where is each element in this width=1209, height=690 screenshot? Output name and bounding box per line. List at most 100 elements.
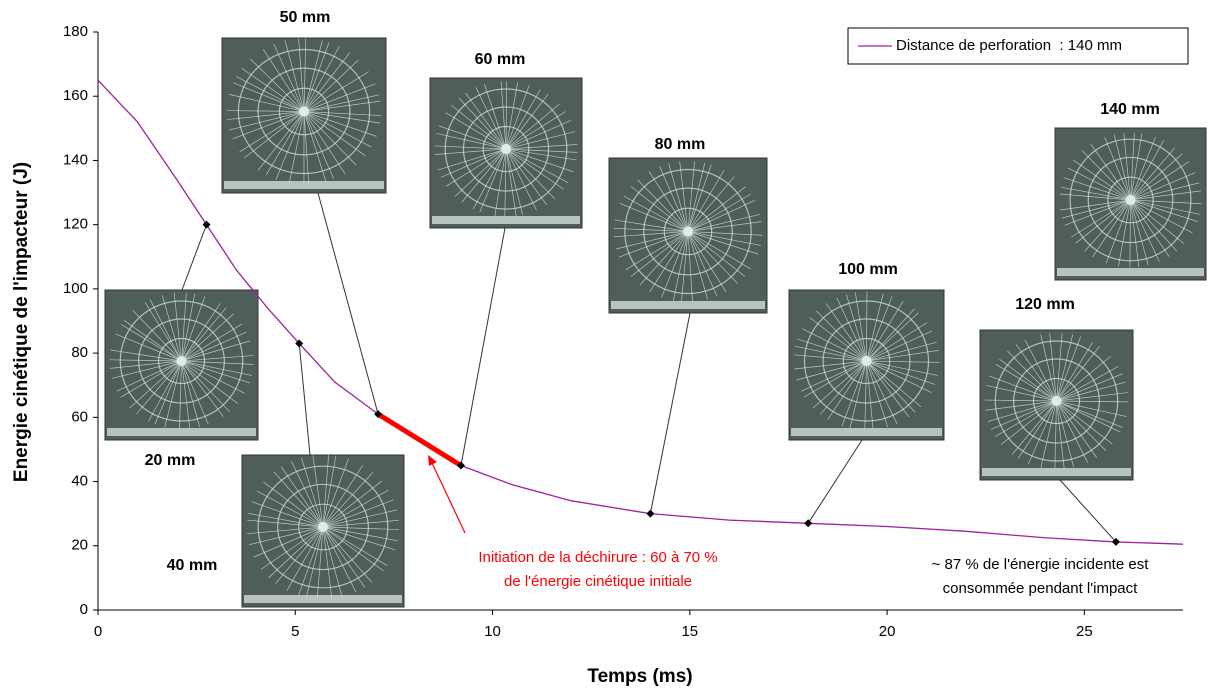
- photo-base: [791, 428, 942, 436]
- photo-base: [611, 301, 765, 309]
- photo: [221, 37, 387, 194]
- x-tick-label: 5: [291, 623, 299, 640]
- connector: [298, 343, 311, 456]
- photo-ring: [1107, 176, 1154, 224]
- marker: [456, 461, 465, 470]
- photo-cracks: [984, 332, 1129, 470]
- photo: [104, 289, 259, 441]
- photo-cracks: [226, 38, 381, 185]
- y-tick-label: 140: [63, 151, 88, 168]
- photo-ring: [1087, 156, 1174, 244]
- photo-label: 20 mm: [145, 452, 196, 469]
- photo-cracks: [613, 161, 763, 302]
- marker: [804, 519, 813, 528]
- y-tick-label: 80: [71, 344, 88, 361]
- photo-center: [176, 356, 187, 366]
- y-tick-label: 180: [63, 23, 88, 40]
- photo: [788, 289, 945, 441]
- annotation: ~ 87 % de l'énergie incidente est: [932, 556, 1150, 573]
- photo-cracks: [793, 291, 940, 431]
- photo-ring: [803, 300, 930, 422]
- photo-ring: [624, 168, 752, 295]
- photo-ring: [119, 300, 244, 422]
- y-axis-label: Energie cinétique de l'impacteur (J): [11, 162, 32, 482]
- legend-label: Distance de perforation : 140 mm: [896, 37, 1122, 54]
- connector: [317, 192, 379, 415]
- y-tick-label: 20: [71, 537, 88, 554]
- highlight-segment: [376, 411, 463, 468]
- photo: [1054, 127, 1207, 281]
- connector: [807, 439, 863, 524]
- photo-base: [432, 216, 580, 224]
- photo-label: 60 mm: [475, 51, 526, 68]
- marker: [646, 509, 655, 518]
- photo-center: [299, 106, 309, 117]
- photo-ring: [257, 465, 389, 589]
- photo-label: 80 mm: [655, 136, 706, 153]
- marker: [202, 220, 211, 229]
- photo-base: [1057, 268, 1204, 276]
- marker: [374, 410, 383, 419]
- photo-ring: [482, 125, 530, 173]
- photo-base: [982, 468, 1131, 476]
- x-axis-label: Temps (ms): [587, 666, 692, 687]
- photo-ring: [643, 187, 733, 276]
- photo: [429, 77, 583, 229]
- marker: [1111, 537, 1120, 546]
- photo-ring: [237, 48, 371, 175]
- connector: [460, 227, 506, 466]
- annotation-arrow: [431, 462, 466, 534]
- photo-ring: [462, 106, 550, 192]
- x-tick-label: 10: [484, 623, 501, 640]
- photo-label: 100 mm: [838, 261, 898, 278]
- legend-box: [847, 27, 1189, 65]
- y-tick-label: 0: [80, 601, 88, 618]
- photo-ring: [994, 340, 1119, 462]
- photo-ring: [138, 318, 225, 404]
- photo-ring: [822, 318, 911, 404]
- annotation: consommée pendant l'impact: [943, 580, 1138, 597]
- y-tick-label: 60: [71, 408, 88, 425]
- photo-label: 140 mm: [1100, 101, 1160, 118]
- photo-center: [861, 356, 872, 366]
- photo-ring: [1069, 138, 1192, 262]
- photo-base: [244, 595, 402, 603]
- photo-ring: [842, 337, 891, 385]
- photo: [241, 454, 405, 608]
- photo-ring: [1032, 377, 1081, 425]
- photo-ring: [278, 87, 330, 136]
- annotation-arrowhead: [428, 455, 437, 466]
- photo-ring: [298, 503, 348, 551]
- photo-cracks: [434, 81, 578, 217]
- photo-center: [501, 144, 511, 154]
- photo-center: [318, 522, 328, 532]
- photo-base: [224, 181, 384, 189]
- x-tick-label: 25: [1076, 623, 1093, 640]
- y-tick-label: 160: [63, 87, 88, 104]
- photo-base: [107, 428, 256, 436]
- y-tick-label: 40: [71, 473, 88, 490]
- y-tick-label: 120: [63, 216, 88, 233]
- x-tick-label: 0: [94, 623, 102, 640]
- photo-cracks: [1059, 132, 1202, 268]
- connector: [181, 224, 207, 291]
- photo-center: [683, 226, 693, 237]
- photo-cracks: [247, 454, 400, 600]
- photo-ring: [257, 67, 351, 156]
- annotation-red: Initiation de la déchirure : 60 à 70 %: [478, 549, 717, 566]
- photo-cracks: [109, 292, 254, 430]
- photo-ring: [1013, 358, 1100, 444]
- x-tick-label: 15: [681, 623, 698, 640]
- marker: [295, 339, 304, 348]
- annotation-red: de l'énergie cinétique initiale: [504, 573, 692, 590]
- connector: [649, 312, 691, 514]
- photo: [608, 157, 768, 314]
- x-tick-label: 20: [879, 623, 896, 640]
- connector: [1059, 479, 1117, 543]
- photo: [979, 329, 1134, 481]
- photo-label: 40 mm: [167, 557, 218, 574]
- photo-ring: [277, 483, 369, 571]
- photo-ring: [444, 88, 568, 210]
- y-tick-label: 100: [63, 280, 88, 297]
